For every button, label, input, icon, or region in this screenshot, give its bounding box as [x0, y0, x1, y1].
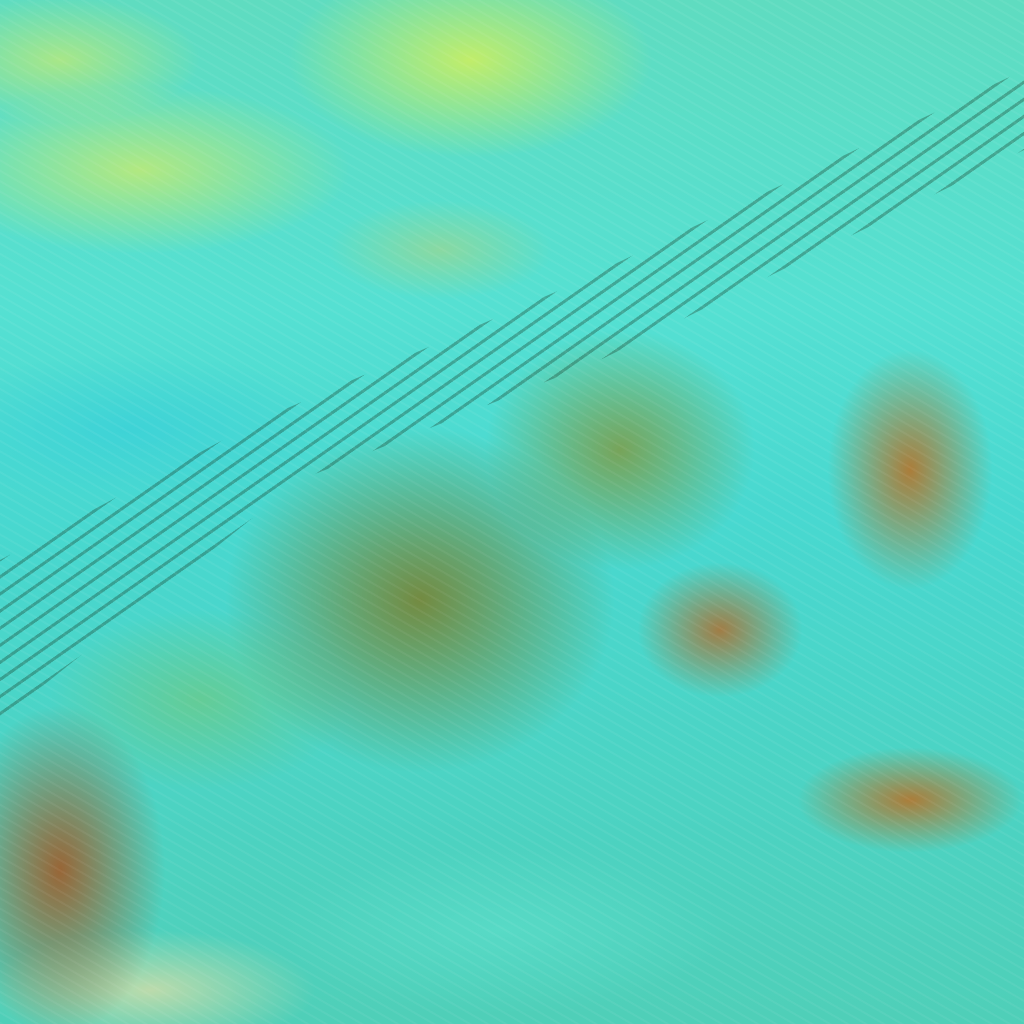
cloud-texture — [0, 0, 1024, 1024]
satellite-image — [0, 0, 1024, 1024]
